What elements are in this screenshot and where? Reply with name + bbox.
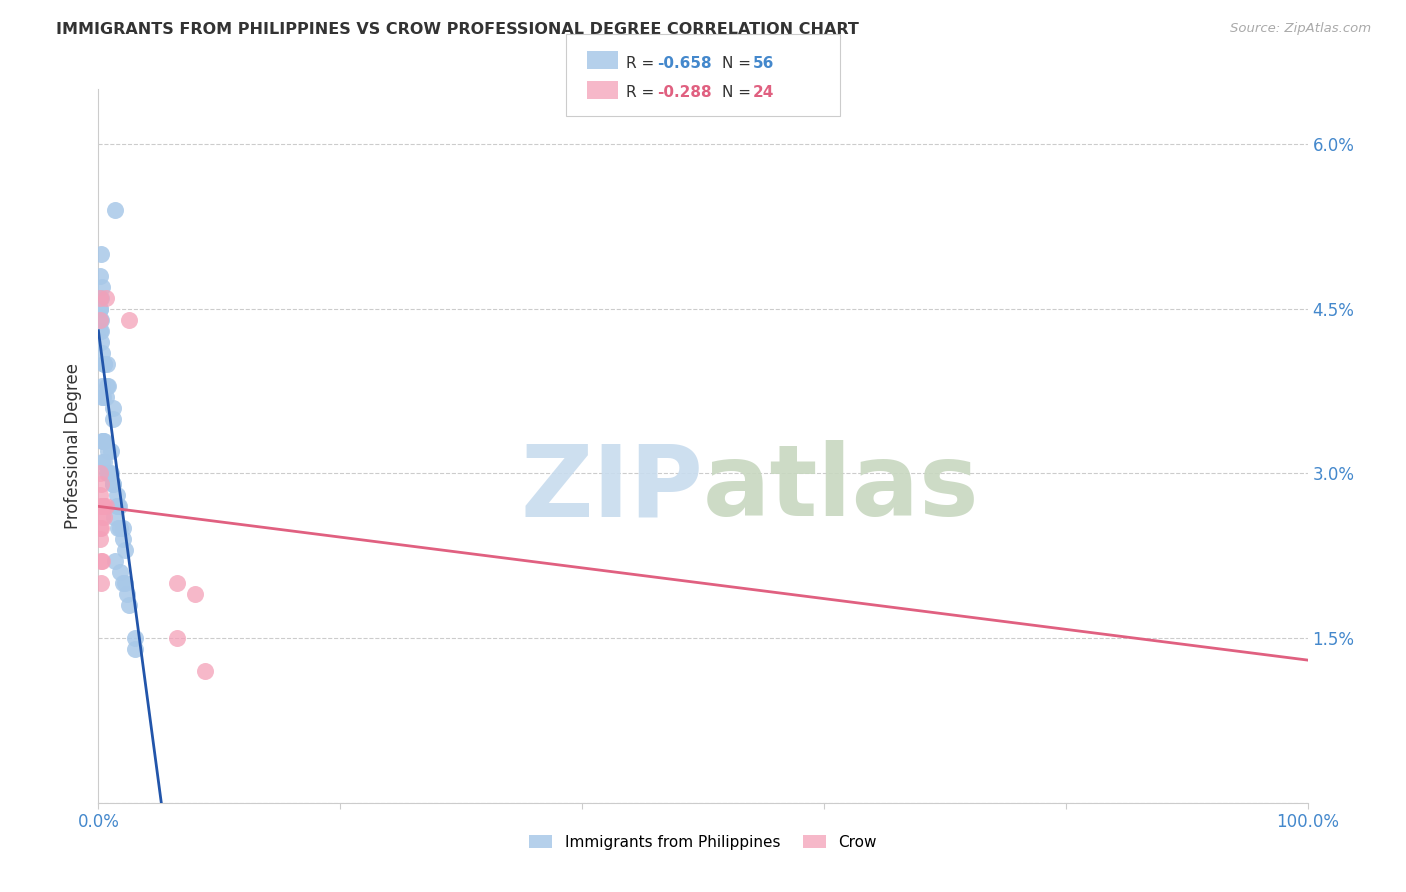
Point bbox=[91, 378, 114, 392]
Point bbox=[94, 390, 117, 404]
Point bbox=[94, 500, 117, 514]
Point bbox=[107, 500, 129, 514]
Point bbox=[90, 312, 112, 326]
Point bbox=[111, 576, 134, 591]
Point bbox=[90, 334, 112, 349]
Point bbox=[91, 500, 114, 514]
Point bbox=[114, 576, 136, 591]
Point bbox=[89, 301, 111, 316]
Point bbox=[91, 345, 114, 359]
Text: atlas: atlas bbox=[703, 441, 980, 537]
Point bbox=[103, 510, 125, 524]
Point bbox=[108, 500, 131, 514]
Point bbox=[104, 202, 127, 217]
Point bbox=[96, 357, 118, 371]
Point bbox=[90, 291, 112, 305]
Point bbox=[89, 301, 111, 316]
Point bbox=[90, 554, 112, 568]
Point bbox=[93, 434, 115, 448]
Point bbox=[108, 566, 131, 580]
Point bbox=[93, 455, 115, 469]
Point bbox=[101, 477, 124, 491]
Point bbox=[104, 554, 127, 568]
Point bbox=[124, 642, 146, 657]
Point bbox=[118, 598, 141, 612]
Point bbox=[90, 500, 112, 514]
Point bbox=[91, 434, 114, 448]
Text: -0.288: -0.288 bbox=[657, 86, 711, 100]
Point bbox=[194, 664, 217, 678]
Point bbox=[105, 488, 128, 502]
Point bbox=[90, 324, 112, 338]
Point bbox=[94, 291, 117, 305]
Point bbox=[91, 390, 114, 404]
Point bbox=[124, 631, 146, 645]
Text: 24: 24 bbox=[754, 86, 775, 100]
Point bbox=[100, 467, 122, 481]
Point bbox=[91, 390, 114, 404]
Point bbox=[108, 521, 131, 535]
Point bbox=[89, 268, 111, 283]
Text: IMMIGRANTS FROM PHILIPPINES VS CROW PROFESSIONAL DEGREE CORRELATION CHART: IMMIGRANTS FROM PHILIPPINES VS CROW PROF… bbox=[56, 22, 859, 37]
Text: 56: 56 bbox=[754, 56, 775, 70]
Point bbox=[118, 312, 141, 326]
Text: -0.658: -0.658 bbox=[657, 56, 711, 70]
Point bbox=[93, 357, 115, 371]
Text: Source: ZipAtlas.com: Source: ZipAtlas.com bbox=[1230, 22, 1371, 36]
Point bbox=[91, 455, 114, 469]
Point bbox=[91, 510, 114, 524]
Point bbox=[89, 488, 111, 502]
Text: ZIP: ZIP bbox=[520, 441, 703, 537]
Point bbox=[89, 467, 111, 481]
Point bbox=[89, 291, 111, 305]
Text: N =: N = bbox=[723, 86, 756, 100]
Point bbox=[111, 521, 134, 535]
Point bbox=[89, 324, 111, 338]
Point bbox=[90, 247, 112, 261]
Point bbox=[98, 467, 121, 481]
Y-axis label: Professional Degree: Professional Degree bbox=[65, 363, 83, 529]
Point bbox=[91, 280, 114, 294]
Point bbox=[184, 587, 207, 601]
Point bbox=[107, 521, 129, 535]
Point bbox=[97, 444, 120, 458]
Point bbox=[114, 543, 136, 558]
Point bbox=[166, 576, 188, 591]
Point bbox=[93, 510, 115, 524]
Point bbox=[89, 312, 111, 326]
Point bbox=[91, 554, 114, 568]
Point bbox=[101, 401, 124, 415]
Point bbox=[93, 357, 115, 371]
Point bbox=[101, 411, 124, 425]
Legend: Immigrants from Philippines, Crow: Immigrants from Philippines, Crow bbox=[523, 829, 883, 855]
Point bbox=[90, 521, 112, 535]
Point bbox=[97, 467, 120, 481]
Point bbox=[93, 500, 115, 514]
Point bbox=[117, 587, 139, 601]
Point bbox=[89, 312, 111, 326]
Point bbox=[100, 444, 122, 458]
Text: R =: R = bbox=[626, 86, 659, 100]
Point bbox=[96, 467, 118, 481]
Point bbox=[96, 378, 118, 392]
Point bbox=[89, 521, 111, 535]
Point bbox=[89, 533, 111, 547]
Point bbox=[89, 291, 111, 305]
Point bbox=[90, 576, 112, 591]
Point bbox=[97, 378, 120, 392]
Text: N =: N = bbox=[723, 56, 756, 70]
Text: R =: R = bbox=[626, 56, 659, 70]
Point bbox=[166, 631, 188, 645]
Point bbox=[91, 434, 114, 448]
Point bbox=[101, 477, 124, 491]
Point bbox=[90, 477, 112, 491]
Point bbox=[105, 500, 128, 514]
Point bbox=[91, 500, 114, 514]
Point bbox=[111, 533, 134, 547]
